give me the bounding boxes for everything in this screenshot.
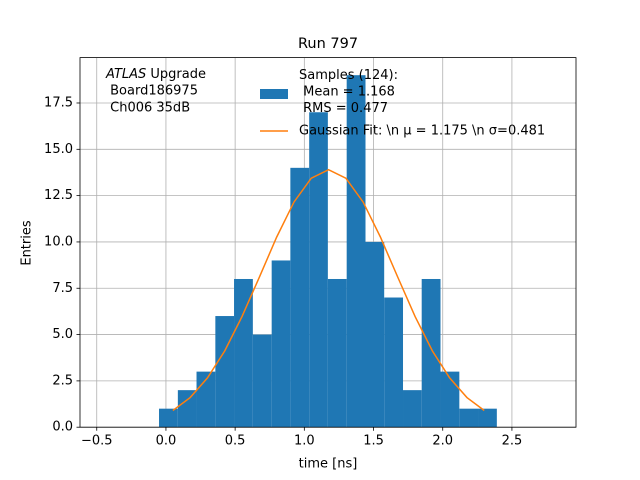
- x-tick-label: 1.5: [363, 434, 384, 449]
- legend-label-line: Samples (124):: [299, 68, 398, 83]
- y-tick-label: 10.0: [44, 234, 73, 249]
- fit-line: [172, 168, 485, 412]
- y-tick-label: 17.5: [44, 95, 73, 110]
- bar: [234, 278, 253, 428]
- bar: [215, 316, 235, 428]
- bar: [271, 260, 291, 428]
- legend-label: Samples (124): Mean = 1.168 RMS = 0.477: [299, 68, 398, 116]
- y-tick-label: 7.5: [52, 281, 73, 296]
- chart-title: Run 797: [298, 36, 358, 52]
- marks: [159, 75, 497, 428]
- bar: [440, 371, 460, 428]
- plot-frame: [79, 57, 577, 428]
- bar: [346, 75, 366, 428]
- x-tick-label: 2.0: [432, 434, 453, 449]
- x-tick-label: −0.5: [81, 434, 113, 449]
- bar: [252, 334, 272, 428]
- bar: [384, 297, 404, 428]
- y-tick-label: 15.0: [44, 142, 73, 157]
- legend-swatch: [260, 89, 288, 99]
- legend-label-line: RMS = 0.477: [299, 101, 388, 116]
- x-tick-label: 1.0: [294, 434, 315, 449]
- y-tick-label: 2.5: [52, 373, 73, 388]
- legend-label: Gaussian Fit: \n μ = 1.175 \n σ=0.481: [299, 124, 545, 139]
- bar: [309, 112, 328, 428]
- bar: [403, 390, 422, 428]
- x-tick-label: 0.0: [156, 434, 177, 449]
- annotation-line: Ch006 35dB: [106, 101, 190, 116]
- atlas-label: ATLAS: [105, 67, 146, 82]
- bar: [327, 278, 347, 428]
- y-axis-label: Entries: [20, 220, 35, 266]
- bar: [421, 278, 441, 428]
- legend-label-line: Mean = 1.168: [299, 84, 395, 99]
- bar: [365, 241, 385, 428]
- bar: [177, 390, 197, 428]
- x-tick-label: 2.5: [502, 434, 523, 449]
- y-tick-label: 5.0: [52, 327, 73, 342]
- bar: [459, 408, 479, 428]
- annotation-line: Board186975: [106, 84, 198, 99]
- x-tick-label: 0.5: [225, 434, 246, 449]
- bar: [290, 167, 310, 428]
- annotation-line: Upgrade: [146, 67, 206, 82]
- x-axis-label: time [ns]: [299, 457, 358, 472]
- bar: [478, 408, 497, 428]
- annotation: ATLAS Upgrade: [105, 67, 206, 82]
- y-tick-label: 12.5: [44, 188, 73, 203]
- y-tick-label: 0.0: [52, 420, 73, 435]
- bar: [159, 408, 178, 428]
